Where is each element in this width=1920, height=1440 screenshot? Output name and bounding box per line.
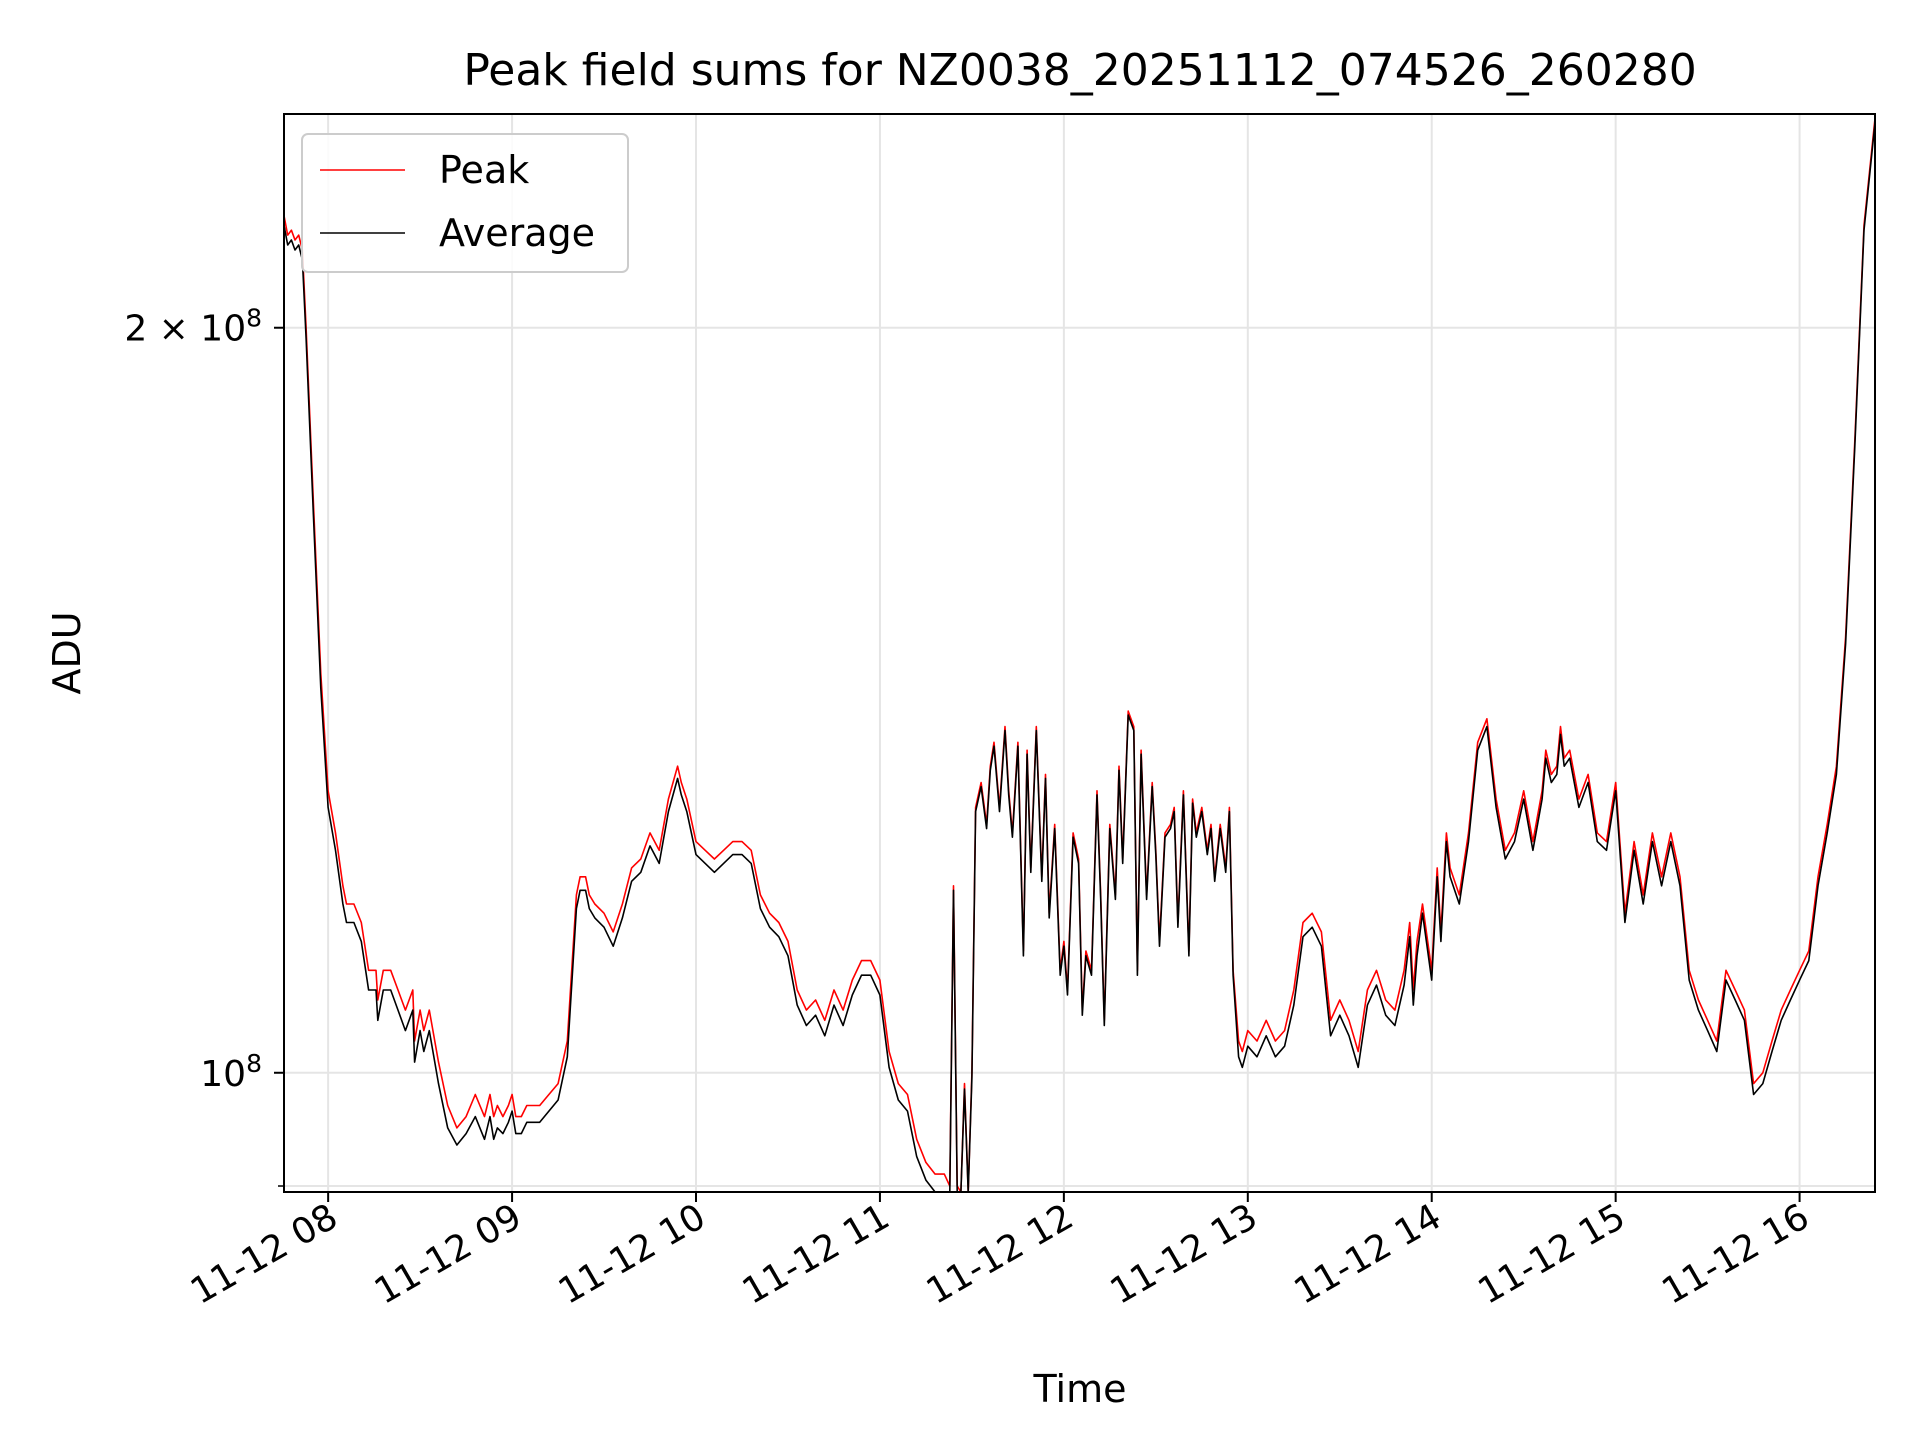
x-tick-label: 11-12 12 xyxy=(920,1196,1081,1312)
y-tick-label: 108 xyxy=(200,1048,262,1095)
axis-ticks: 11-12 08 11-12 09 11-12 10 11-12 11 11-12 12… xyxy=(124,303,1816,1312)
y-tick-label-base: 2 × 10 xyxy=(124,309,246,350)
x-tick-label: 11-12 08 xyxy=(184,1196,345,1312)
y-tick-label-exponent: 8 xyxy=(246,1048,262,1077)
legend-box xyxy=(301,133,629,273)
y-tick-label: 2 × 108 xyxy=(124,303,262,350)
x-tick-label: 11-12 13 xyxy=(1104,1196,1265,1312)
x-tick-label: 11-12 10 xyxy=(552,1196,713,1312)
x-tick-label: 11-12 15 xyxy=(1471,1196,1632,1312)
plot-frame xyxy=(283,113,1876,1193)
x-tick-label: 11-12 09 xyxy=(368,1196,529,1312)
legend-peak-label: Peak xyxy=(439,148,529,192)
chart-title: Peak field sums for NZ0038_20251112_0745… xyxy=(463,45,1696,96)
average-series-line xyxy=(284,122,1875,1192)
x-tick-label: 11-12 16 xyxy=(1655,1196,1816,1312)
y-tick-label-exponent: 8 xyxy=(246,303,262,332)
x-axis-label: Time xyxy=(1033,1367,1127,1411)
x-tick-label: 11-12 11 xyxy=(736,1196,897,1312)
x-tick-label: 11-12 14 xyxy=(1288,1196,1449,1312)
y-axis-label: ADU xyxy=(45,611,89,694)
legend-average-label: Average xyxy=(439,211,595,255)
legend: Peak Average xyxy=(301,133,629,273)
y-tick-label-base: 10 xyxy=(200,1054,246,1095)
series-lines xyxy=(284,118,1875,1192)
grid xyxy=(284,114,1875,1192)
peak-series-line xyxy=(284,118,1875,1192)
